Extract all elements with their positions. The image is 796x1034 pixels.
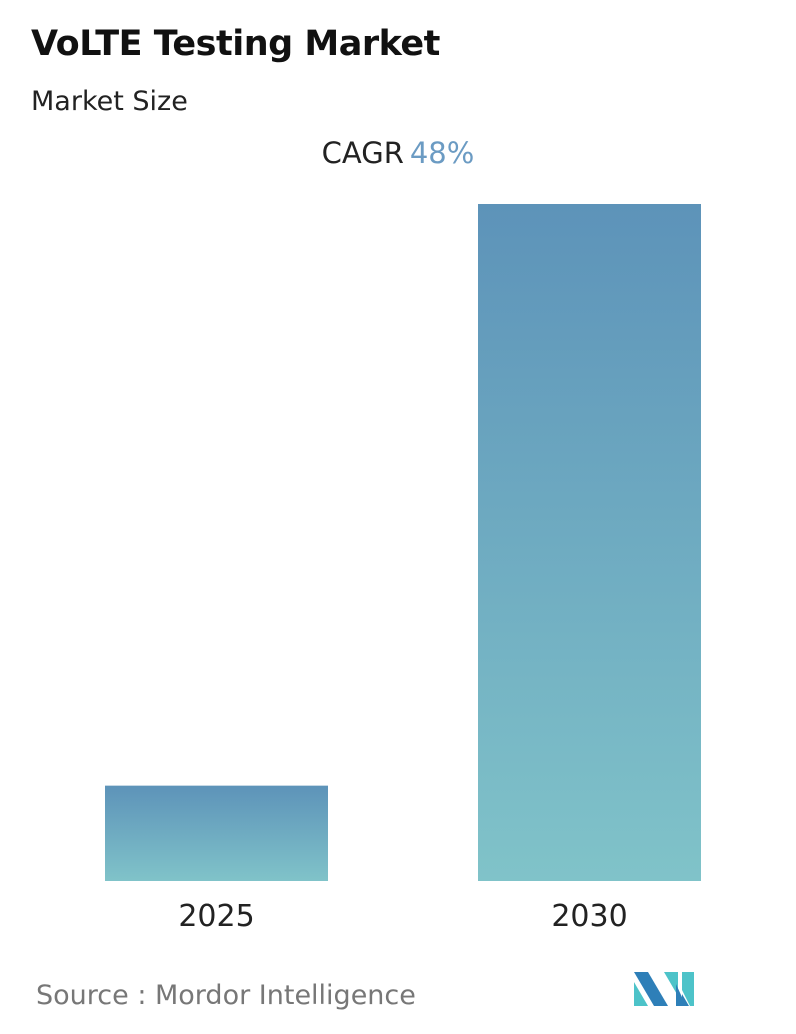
- bar-2025: [105, 785, 328, 881]
- cagr-text: CAGR: [321, 136, 404, 170]
- bar-2030: [478, 204, 701, 881]
- x-tick-label: 2030: [551, 899, 627, 934]
- x-tick-label: 2025: [178, 899, 254, 934]
- cagr-label: CAGR 48%: [0, 136, 796, 170]
- source-note: Source : Mordor Intelligence: [36, 980, 416, 1011]
- chart-subtitle: Market Size: [31, 86, 188, 117]
- mordor-logo-icon: [634, 972, 694, 1006]
- chart-title: VoLTE Testing Market: [31, 24, 440, 64]
- cagr-value: 48%: [409, 136, 475, 170]
